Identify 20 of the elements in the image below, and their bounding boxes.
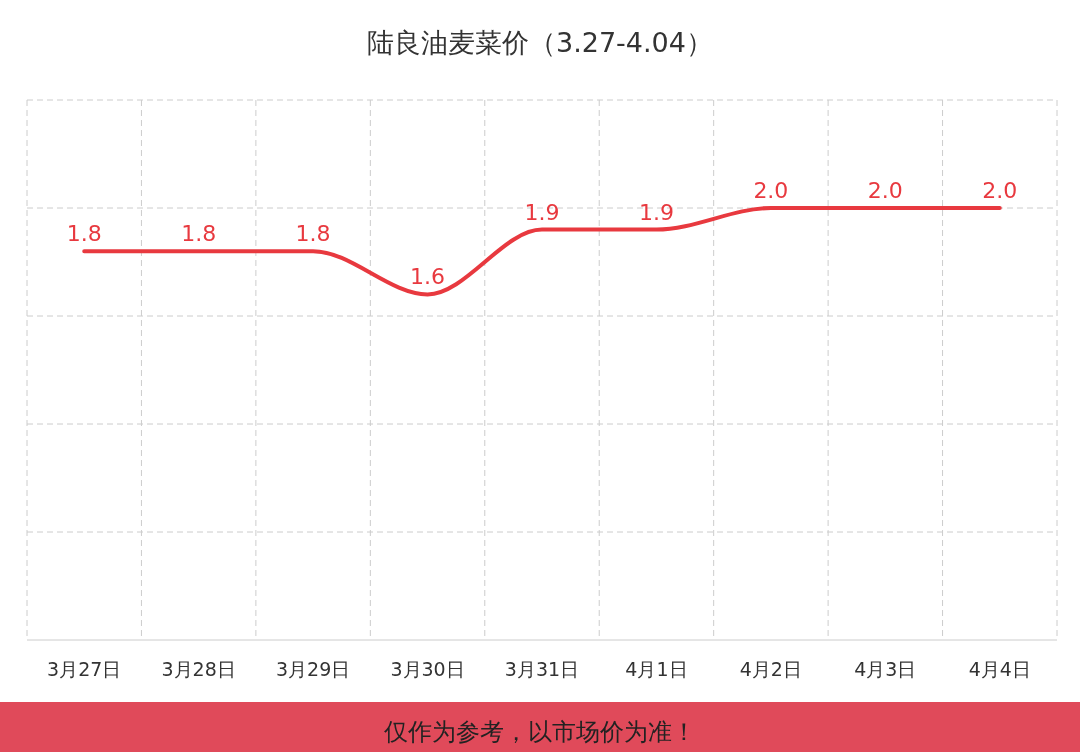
data-label: 2.0 (982, 178, 1018, 203)
x-tick-label: 3月28日 (161, 658, 236, 680)
data-label: 1.8 (66, 221, 102, 247)
data-label: 1.6 (410, 264, 446, 290)
x-tick-label: 4月1日 (625, 658, 688, 680)
data-label: 1.9 (524, 199, 560, 225)
x-tick-label: 3月29日 (275, 658, 351, 680)
data-label: 2.0 (867, 178, 903, 203)
x-tick-label: 3月30日 (390, 658, 465, 680)
x-tick-label: 3月27日 (47, 658, 122, 680)
x-tick-label: 4月4日 (968, 658, 1031, 680)
data-label: 1.8 (295, 221, 331, 247)
x-tick-label: 3月31日 (504, 658, 580, 680)
text: 仅作为参考，以市场价为准！ (384, 718, 696, 746)
data-label: 1.8 (181, 221, 217, 247)
x-tick-label: 4月3日 (854, 658, 917, 680)
data-label: 2.0 (753, 178, 789, 203)
x-tick-label: 4月2日 (739, 658, 802, 680)
data-label: 1.9 (638, 199, 674, 225)
chart-title: 陆良油麦菜价（3.27-4.04） (367, 27, 713, 58)
